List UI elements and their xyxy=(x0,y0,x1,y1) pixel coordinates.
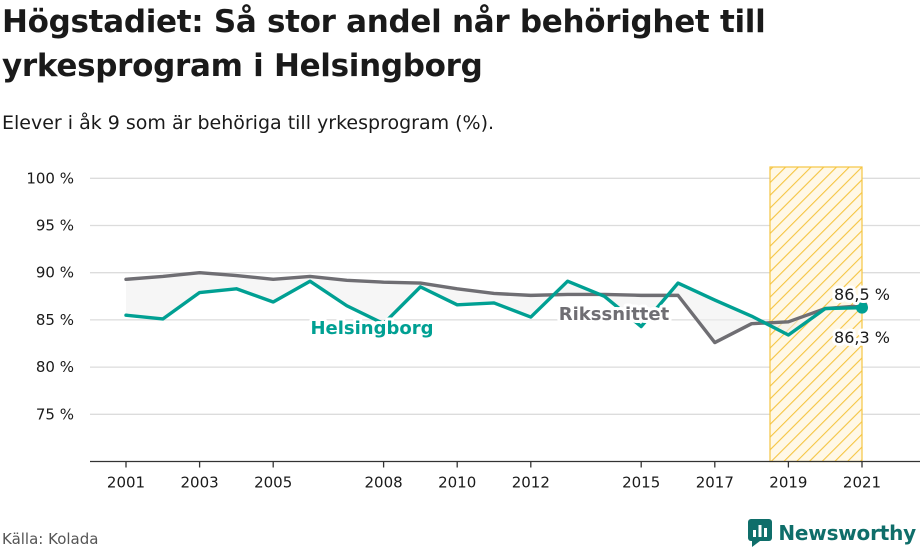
difference-fill xyxy=(126,272,862,343)
x-tick-label: 2008 xyxy=(365,474,403,492)
brand-name: Newsworthy xyxy=(778,521,916,545)
helsingborg-series-label: Helsingborg xyxy=(310,318,433,339)
helsingborg-value-label: 86,3 % xyxy=(834,328,890,347)
x-tick-label: 2001 xyxy=(107,474,145,492)
source-note: Källa: Kolada xyxy=(2,530,99,548)
chart-title: Högstadiet: Så stor andel når behörighet… xyxy=(2,4,766,84)
x-tick-label: 2021 xyxy=(843,474,881,492)
x-tick-label: 2012 xyxy=(512,474,550,492)
rikssnittet-series-label: Rikssnittet xyxy=(559,304,670,325)
x-tick-label: 2015 xyxy=(622,474,660,492)
helsingborg-line xyxy=(124,279,864,337)
newsworthy-logo: Newsworthy xyxy=(748,519,916,547)
series-labels: Helsingborg Rikssnittet 86,5 % 86,3 % xyxy=(307,282,892,350)
x-axis xyxy=(90,460,920,468)
y-tick-label: 100 % xyxy=(26,169,74,187)
x-tick-label: 2010 xyxy=(438,474,476,492)
series-lines xyxy=(124,271,868,345)
x-tick-label: 2005 xyxy=(254,474,292,492)
chart-subtitle: Elever i åk 9 som är behöriga till yrkes… xyxy=(2,112,495,134)
newsworthy-logo-icon xyxy=(748,519,773,547)
difference-area xyxy=(126,272,862,343)
line-chart: 75 %80 %85 %90 %95 %100 % 2001 2003 2005 20… xyxy=(26,166,920,492)
y-axis: 75 % 80 % 85 % 90 % 95 % 100 % xyxy=(26,169,74,423)
x-tick-labels: 2001 2003 2005 2008 2010 2012 2015 2017 2019 2021 xyxy=(107,474,881,492)
y-tick-label: 80 % xyxy=(36,358,74,376)
x-tick-label: 2019 xyxy=(769,474,807,492)
x-tick-label: 2003 xyxy=(181,474,219,492)
y-tick-label: 85 % xyxy=(36,311,74,329)
rikssnittet-value-label: 86,5 % xyxy=(834,285,890,304)
helsingborg-endpoint xyxy=(856,301,868,314)
x-tick-label: 2017 xyxy=(696,474,734,492)
y-tick-label: 75 % xyxy=(36,405,74,423)
y-tick-label: 95 % xyxy=(36,217,74,235)
y-tick-label: 90 % xyxy=(36,264,74,282)
rikssnittet-line xyxy=(124,271,864,345)
